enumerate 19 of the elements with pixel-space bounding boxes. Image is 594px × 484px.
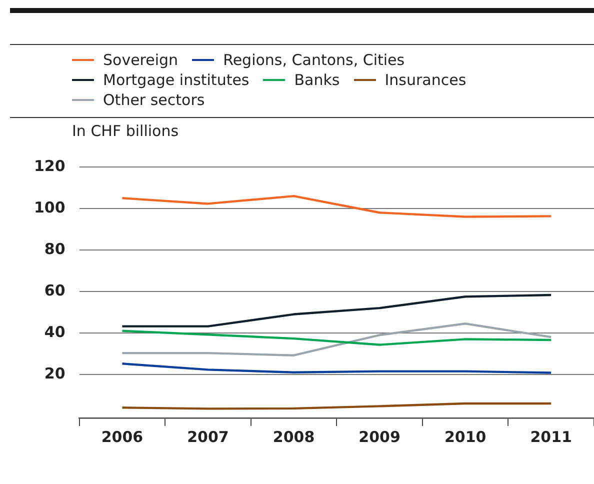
legend-label: Other sectors [103,91,205,109]
y-tick-label: 60 [44,281,66,300]
x-tick-label: 2006 [101,428,144,446]
y-tick-label: 100 [34,198,66,216]
x-tick-label: 2007 [187,428,229,446]
y-tick-label: 120 [34,156,66,175]
y-tick-label: 80 [44,240,66,258]
y-axis-title: In CHF billions [71,121,180,142]
legend-label: Regions, Cantons, Cities [223,51,405,69]
y-tick-label: 20 [44,364,66,382]
x-tick-label: 2011 [530,428,572,446]
y-tick-label: 40 [44,322,66,341]
x-tick-label: 2008 [272,428,315,446]
legend-label: Sovereign [103,51,178,69]
x-tick-label: 2009 [358,428,400,446]
x-tick-label: 2010 [444,428,486,446]
legend-label: Mortgage institutes [103,71,250,89]
legend-label: Insurances [384,71,466,89]
legend-label: Banks [294,71,340,89]
